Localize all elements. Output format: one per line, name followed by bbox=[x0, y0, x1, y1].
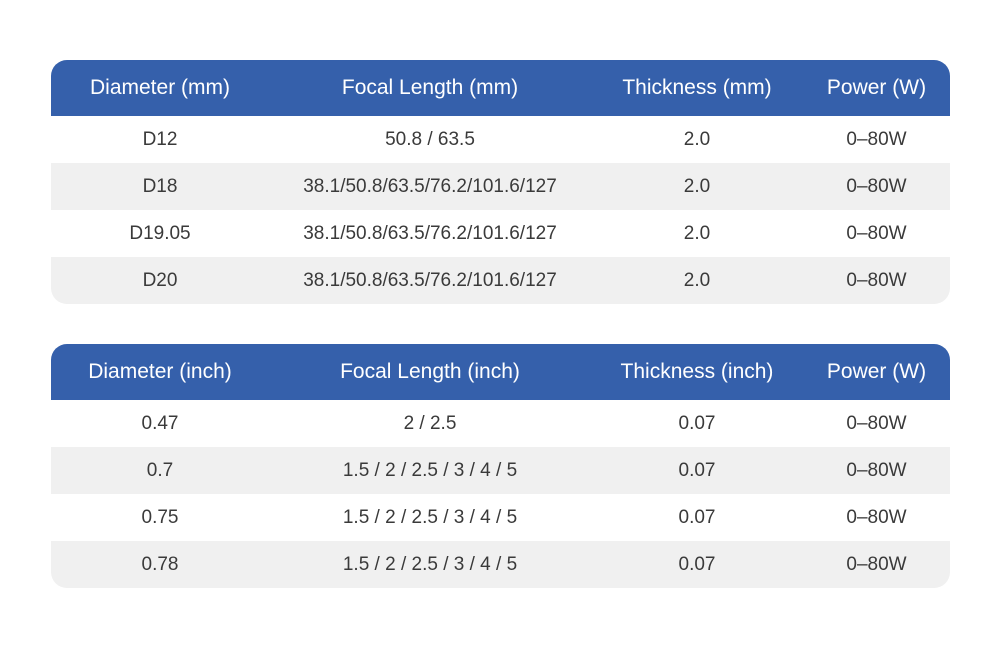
cell-focal-length: 38.1/50.8/63.5/76.2/101.6/127 bbox=[303, 222, 557, 244]
spec-table-inch: Diameter (inch) Focal Length (inch) Thic… bbox=[51, 344, 950, 588]
table-row: D18 38.1/50.8/63.5/76.2/101.6/127 2.0 0–… bbox=[51, 163, 950, 210]
table-row: 0.75 1.5 / 2 / 2.5 / 3 / 4 / 5 0.07 0–80… bbox=[51, 494, 950, 541]
header-diameter: Diameter (mm) bbox=[90, 76, 230, 99]
cell-power: 0–80W bbox=[846, 553, 907, 575]
cell-focal-length: 1.5 / 2 / 2.5 / 3 / 4 / 5 bbox=[342, 553, 518, 575]
table-row: D12 50.8 / 63.5 2.0 0–80W bbox=[51, 116, 950, 163]
table-row: 0.7 1.5 / 2 / 2.5 / 3 / 4 / 5 0.07 0–80W bbox=[51, 447, 950, 494]
cell-power: 0–80W bbox=[846, 128, 907, 150]
cell-focal-length: 1.5 / 2 / 2.5 / 3 / 4 / 5 bbox=[342, 506, 518, 528]
cell-thickness: 2.0 bbox=[683, 222, 711, 244]
header-diameter: Diameter (inch) bbox=[88, 360, 232, 383]
cell-thickness: 2.0 bbox=[683, 269, 711, 291]
table-header-row: Diameter (inch) Focal Length (inch) Thic… bbox=[51, 344, 950, 400]
cell-diameter: D18 bbox=[142, 175, 178, 197]
cell-power: 0–80W bbox=[846, 459, 907, 481]
table-row: 0.78 1.5 / 2 / 2.5 / 3 / 4 / 5 0.07 0–80… bbox=[51, 541, 950, 588]
cell-thickness: 0.07 bbox=[678, 459, 716, 481]
cell-thickness: 2.0 bbox=[683, 128, 711, 150]
cell-power: 0–80W bbox=[846, 269, 907, 291]
cell-diameter: 0.7 bbox=[146, 459, 174, 481]
cell-diameter: D20 bbox=[142, 269, 178, 291]
cell-power: 0–80W bbox=[846, 412, 907, 434]
table-row: D20 38.1/50.8/63.5/76.2/101.6/127 2.0 0–… bbox=[51, 257, 950, 304]
cell-focal-length: 2 / 2.5 bbox=[403, 412, 457, 434]
table-row: 0.47 2 / 2.5 0.07 0–80W bbox=[51, 400, 950, 447]
cell-diameter: D12 bbox=[142, 128, 178, 150]
cell-focal-length: 38.1/50.8/63.5/76.2/101.6/127 bbox=[303, 175, 557, 197]
cell-thickness: 2.0 bbox=[683, 175, 711, 197]
header-power: Power (W) bbox=[826, 360, 927, 383]
cell-thickness: 0.07 bbox=[678, 553, 716, 575]
cell-focal-length: 38.1/50.8/63.5/76.2/101.6/127 bbox=[303, 269, 557, 291]
header-power: Power (W) bbox=[826, 76, 927, 99]
header-thickness: Thickness (inch) bbox=[620, 360, 774, 383]
spec-table-mm: Diameter (mm) Focal Length (mm) Thicknes… bbox=[51, 60, 950, 304]
cell-diameter: D19.05 bbox=[129, 222, 191, 244]
cell-diameter: 0.47 bbox=[141, 412, 179, 434]
header-thickness: Thickness (mm) bbox=[622, 76, 772, 99]
cell-thickness: 0.07 bbox=[678, 506, 716, 528]
cell-power: 0–80W bbox=[846, 506, 907, 528]
cell-focal-length: 50.8 / 63.5 bbox=[385, 128, 475, 150]
cell-thickness: 0.07 bbox=[678, 412, 716, 434]
cell-focal-length: 1.5 / 2 / 2.5 / 3 / 4 / 5 bbox=[342, 459, 518, 481]
cell-diameter: 0.75 bbox=[141, 506, 179, 528]
table-header-row: Diameter (mm) Focal Length (mm) Thicknes… bbox=[51, 60, 950, 116]
header-focal-length: Focal Length (mm) bbox=[341, 76, 519, 99]
cell-power: 0–80W bbox=[846, 175, 907, 197]
header-focal-length: Focal Length (inch) bbox=[340, 360, 520, 383]
cell-power: 0–80W bbox=[846, 222, 907, 244]
cell-diameter: 0.78 bbox=[141, 553, 179, 575]
table-row: D19.05 38.1/50.8/63.5/76.2/101.6/127 2.0… bbox=[51, 210, 950, 257]
